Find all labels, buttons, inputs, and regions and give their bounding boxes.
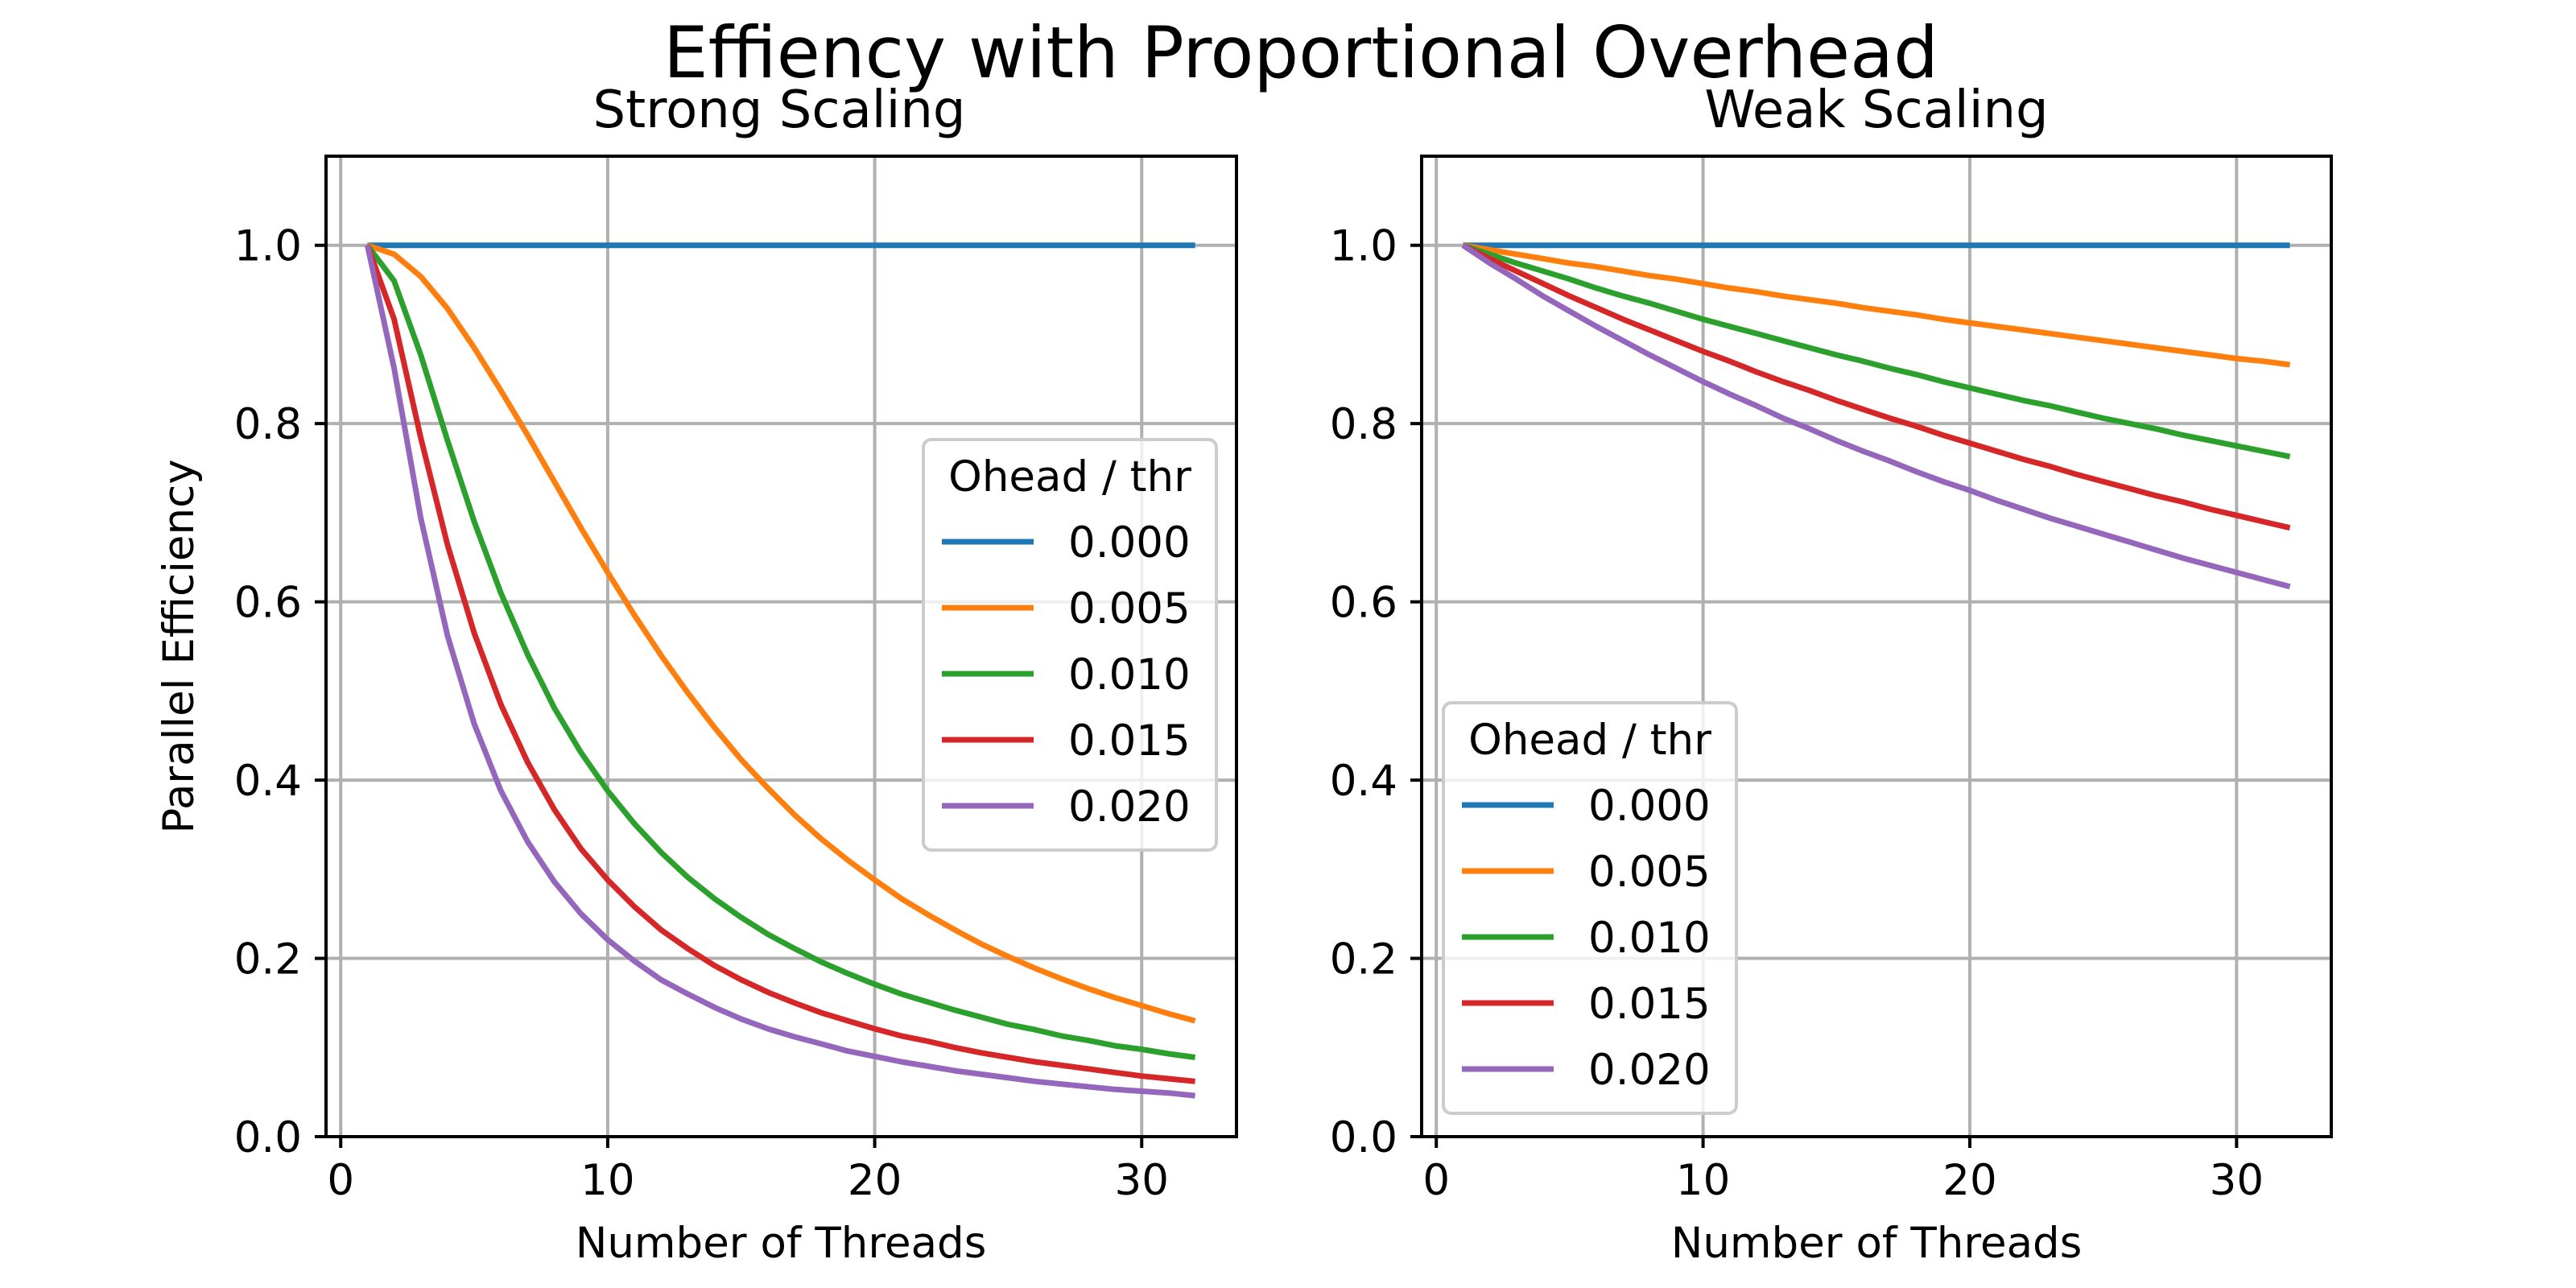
strong-scaling-y-axis-label: Parallel Efficiency [155,459,204,833]
weak-scaling-ticks: 0 10 20 30 0.0 0.2 0.4 0.6 0.8 1.0 [1330,222,2264,1205]
weak-scaling-legend-entries: 0.000 0.005 0.010 0.015 0.020 [1462,782,1711,1095]
strong-scaling-legend-label: 0.005 [1068,584,1191,634]
weak-scaling-series-line-0-015 [1461,242,2291,531]
strong-scaling-legend-title: Ohead / thr [948,452,1191,502]
weak-scaling-x-tick-label: 0 [1422,1156,1450,1205]
weak-scaling-y-tick-label: 0.6 [1330,579,1397,628]
strong-scaling-legend-label: 0.000 [1068,518,1191,568]
strong-scaling-series-line-0-010 [365,243,1196,1060]
strong-scaling-y-tick-label: 0.8 [234,400,302,449]
strong-scaling-ticks: 0 10 20 30 0.0 0.2 0.4 0.6 0.8 1.0 [234,222,1169,1205]
weak-scaling-legend-label: 0.010 [1588,914,1711,963]
strong-scaling-legend-label: 0.020 [1068,782,1191,832]
figure-suptitle: Effiency with Proportional Overhead [663,11,1938,94]
weak-scaling-legend-label: 0.000 [1588,782,1711,831]
weak-scaling-x-tick-label: 10 [1676,1156,1730,1205]
strong-scaling-x-axis-label: Number of Threads [576,1219,987,1268]
strong-scaling-legend-entries: 0.000 0.005 0.010 0.015 0.020 [942,518,1191,832]
weak-scaling-legend-label: 0.015 [1588,980,1711,1029]
strong-scaling-legend: Ohead / thr 0.000 0.005 0.010 0.015 0.020 [922,438,1218,852]
strong-scaling-series-line-0-005 [366,242,1196,1024]
weak-scaling-x-axis-label: Number of Threads [1671,1219,2083,1268]
weak-scaling-series-line-0-020 [1461,242,2291,590]
strong-scaling-y-tick-label: 0.6 [234,579,302,628]
strong-scaling-y-tick-label: 1.0 [234,222,302,271]
strong-scaling-series-line-0-020 [364,244,1195,1099]
strong-scaling-x-tick-label: 20 [848,1156,902,1205]
strong-scaling-y-tick-label: 0.2 [234,935,302,985]
weak-scaling-panel: Weak Scaling 0 10 20 30 0.0 0.2 0.4 0.6 0.8 1.0 N… [1330,80,2333,1268]
strong-scaling-series-line-0-015 [365,244,1195,1084]
weak-scaling-y-tick-label: 0.4 [1330,757,1397,806]
weak-scaling-y-tick-label: 0.8 [1330,400,1397,449]
weak-scaling-y-tick-label: 0.0 [1330,1113,1397,1162]
strong-scaling-x-tick-label: 10 [580,1156,634,1205]
weak-scaling-legend-label: 0.005 [1588,848,1711,897]
strong-scaling-title: Strong Scaling [592,80,965,140]
strong-scaling-series [364,242,1196,1099]
weak-scaling-series-line-0-010 [1462,242,2291,460]
strong-scaling-panel: Strong Scaling 0 10 20 30 0.0 0.2 0.4 0.6 0.8 1.0… [155,80,1238,1268]
strong-scaling-y-tick-label: 0.4 [234,757,302,806]
strong-scaling-legend-label: 0.010 [1068,650,1191,700]
strong-scaling-x-tick-label: 0 [327,1156,354,1205]
weak-scaling-y-tick-label: 1.0 [1330,222,1397,271]
weak-scaling-x-tick-label: 30 [2210,1156,2264,1205]
weak-scaling-legend-title: Ohead / thr [1468,716,1711,765]
weak-scaling-x-tick-label: 20 [1942,1156,1996,1205]
weak-scaling-axes-frame [1420,155,2333,1138]
strong-scaling-x-tick-label: 30 [1115,1156,1169,1205]
weak-scaling-series [1461,242,2291,590]
weak-scaling-title: Weak Scaling [1704,80,2048,140]
weak-scaling-legend: Ohead / thr 0.000 0.005 0.010 0.015 0.020 [1442,701,1738,1115]
strong-scaling-legend-label: 0.015 [1068,716,1191,766]
weak-scaling-y-tick-label: 0.2 [1330,935,1397,985]
weak-scaling-legend-label: 0.020 [1588,1046,1711,1095]
strong-scaling-y-tick-label: 0.0 [234,1113,302,1162]
strong-scaling-axes-frame [324,155,1238,1138]
weak-scaling-series-line-0-005 [1462,242,2291,368]
